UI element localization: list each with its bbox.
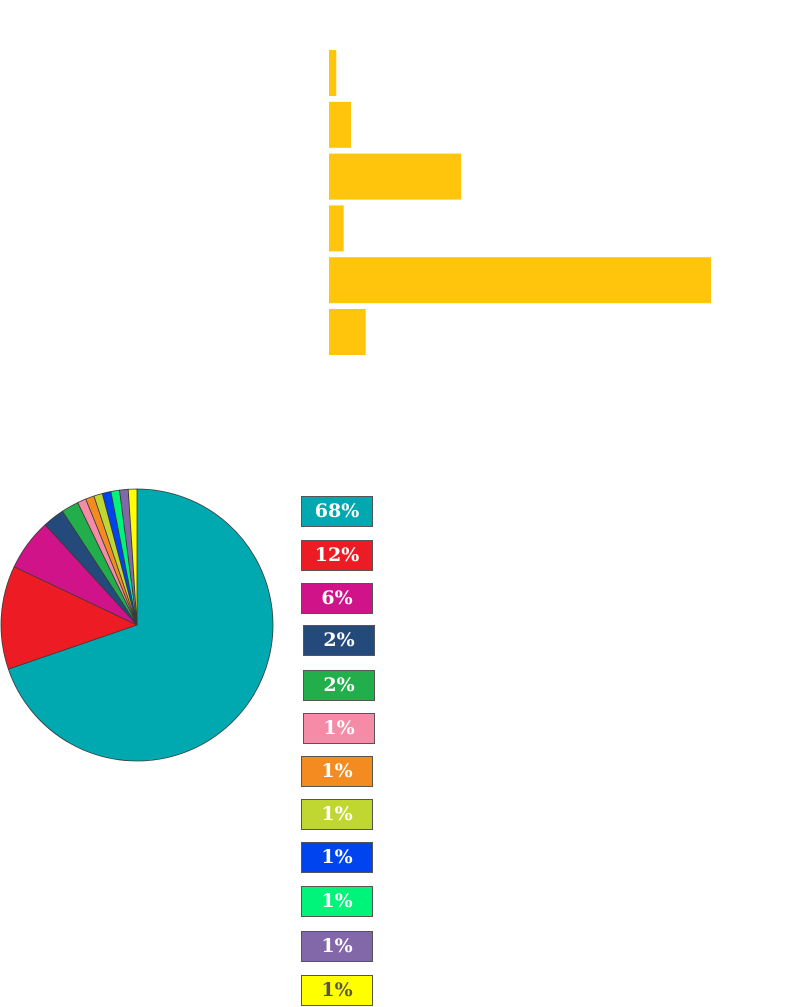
pie-percentage-label: 6% <box>301 583 373 614</box>
bar <box>329 101 351 148</box>
pie-slice <box>127 488 138 626</box>
pie-percentage-label: 12% <box>301 540 373 571</box>
bar <box>329 205 344 252</box>
pie-percentage-label: 1% <box>301 975 373 1006</box>
pie-percentage-label: 1% <box>301 842 373 873</box>
bar-chart <box>329 50 711 355</box>
bar <box>329 309 366 355</box>
pie-percentage-label: 1% <box>301 756 373 787</box>
bar <box>329 50 337 96</box>
pie-percentage-label: 1% <box>303 713 375 744</box>
pie-slice <box>7 488 274 762</box>
pie-percentage-label: 2% <box>303 625 375 656</box>
pie-chart <box>0 488 274 762</box>
pie-slice <box>0 566 139 670</box>
pie-percentage-label: 1% <box>301 931 373 962</box>
bar <box>329 153 462 200</box>
bar <box>329 257 711 304</box>
pie-percentage-label: 68% <box>301 496 373 527</box>
pie-percentage-label: 2% <box>303 670 375 701</box>
pie-percentage-label: 1% <box>301 886 373 917</box>
pie-percentage-label: 1% <box>301 799 373 830</box>
